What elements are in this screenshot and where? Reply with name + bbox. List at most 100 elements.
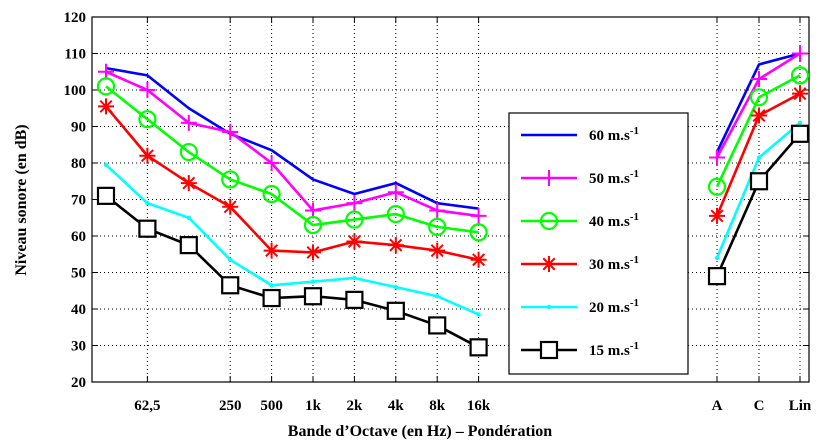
series-0 — [105, 52, 801, 210]
data-point — [790, 124, 810, 143]
legend-label-exponent: -1 — [630, 168, 639, 180]
x-tick-label: 1k — [305, 398, 322, 414]
legend-label: 20 m.s-1 — [589, 297, 639, 316]
data-point — [263, 242, 280, 259]
data-point — [751, 107, 767, 124]
data-point — [228, 257, 233, 262]
x-tick-label: 500 — [260, 398, 283, 414]
data-point — [222, 198, 239, 215]
series-3 — [98, 85, 808, 268]
series-line-weighting — [715, 52, 801, 153]
data-point — [386, 301, 405, 320]
data-point — [751, 71, 767, 88]
data-point — [96, 77, 116, 96]
legend-label: 50 m.s-1 — [589, 168, 639, 187]
data-point — [346, 195, 363, 212]
data-point — [139, 82, 156, 98]
series-line-octave — [105, 105, 479, 261]
legend-item-4: 20 m.s-1 — [521, 297, 639, 316]
data-point — [139, 147, 156, 164]
x-tick-label: 4k — [388, 398, 405, 414]
data-point — [469, 338, 488, 357]
series-line-weighting — [715, 74, 801, 188]
data-point — [103, 162, 109, 168]
y-tick-label: 70 — [71, 193, 86, 209]
data-point — [345, 210, 364, 229]
data-point — [310, 279, 316, 284]
legend-label: 40 m.s-1 — [589, 211, 639, 230]
data-point — [707, 177, 727, 196]
legend: 60 m.s-1 50 m.s-1 40 m.s-1 30 m.s-1 20 m.s-1… — [508, 112, 689, 375]
legend-label-exponent: -1 — [630, 211, 639, 223]
series-4 — [103, 120, 803, 317]
grid — [92, 17, 809, 382]
legend-label-exponent: -1 — [630, 254, 639, 266]
series-line-weighting — [715, 132, 801, 277]
series-line-octave — [105, 163, 480, 316]
legend-item-0: 60 m.s-1 — [521, 125, 639, 144]
data-point — [709, 207, 725, 224]
data-point — [138, 219, 157, 238]
data-point — [262, 184, 281, 204]
x-tick-label: 16k — [467, 398, 491, 414]
y-tick-label: 20 — [71, 375, 86, 391]
data-point — [790, 66, 810, 85]
data-point — [145, 200, 150, 206]
y-tick-label: 30 — [71, 339, 86, 355]
data-point — [387, 237, 404, 254]
legend-item-3: 30 m.s-1 — [521, 254, 639, 273]
data-point — [352, 275, 357, 281]
data-point — [180, 114, 197, 131]
data-point — [98, 63, 114, 80]
plot-frame — [91, 16, 810, 383]
legend-label-exponent: -1 — [630, 340, 639, 352]
data-point — [749, 172, 769, 191]
legend-item-1: 50 m.s-1 — [521, 168, 639, 187]
data-point — [222, 123, 239, 140]
data-point — [539, 340, 559, 360]
data-point — [429, 242, 446, 259]
x-tick-label: 62,5 — [134, 398, 160, 414]
data-point — [138, 110, 157, 129]
data-point — [469, 223, 488, 242]
data-point — [428, 316, 447, 335]
series-line-octave — [105, 70, 479, 218]
data-point — [269, 283, 274, 288]
data-point — [393, 284, 398, 290]
x-axis-label: Bande d’Octave (en Hz) – Pondération — [288, 423, 553, 440]
series-2 — [96, 66, 810, 242]
data-point — [541, 170, 557, 186]
axes: 20 30 40 50 60 70 80 90 100 110 120 62,5 250 500 1k 2k 4… — [64, 10, 812, 414]
legend-label-exponent: -1 — [630, 125, 639, 137]
data-point — [221, 276, 240, 295]
data-point — [98, 98, 114, 115]
y-tick-label: 110 — [64, 47, 86, 63]
data-point — [429, 202, 446, 219]
legend-label-exponent: -1 — [630, 297, 639, 309]
y-axis-label: Niveau sonore (en dB) — [13, 124, 30, 275]
data-point — [470, 207, 487, 224]
data-point — [179, 142, 198, 162]
series-line-octave — [105, 66, 479, 210]
legend-label: 30 m.s-1 — [589, 254, 639, 273]
y-tick-label: 40 — [71, 302, 86, 318]
data-point — [345, 290, 364, 309]
data-point — [707, 267, 727, 286]
series-5 — [96, 124, 810, 357]
data-point — [186, 215, 191, 220]
data-point — [179, 236, 198, 255]
data-point — [180, 175, 197, 192]
x-tick-label: A — [712, 398, 723, 414]
legend-item-2: 40 m.s-1 — [521, 211, 639, 231]
series-line-octave — [105, 194, 480, 349]
x-tick-label: 8k — [429, 398, 446, 414]
data-point — [539, 211, 559, 231]
data-point — [749, 88, 769, 107]
data-point — [435, 294, 440, 299]
x-tick-label: 2k — [346, 398, 363, 414]
y-tick-label: 50 — [71, 266, 86, 282]
y-tick-label: 100 — [64, 83, 87, 99]
data-point — [305, 202, 321, 219]
data-point — [387, 184, 404, 201]
